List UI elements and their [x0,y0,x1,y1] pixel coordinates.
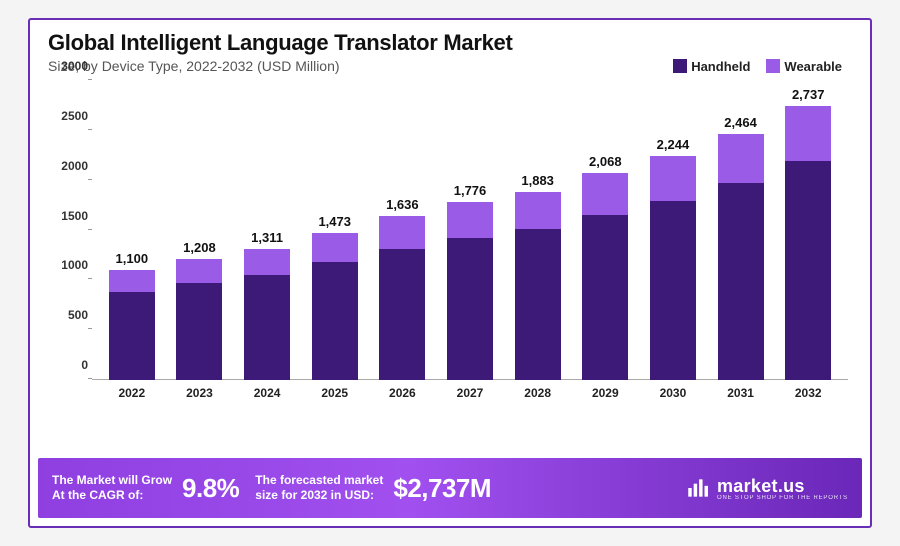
x-axis-label: 2031 [727,386,754,400]
brand-name: market.us [717,476,848,497]
y-axis-label: 1500 [48,209,88,223]
chart-subtitle: Size, by Device Type, 2022-2032 (USD Mil… [48,58,340,74]
bar-segment-wearable [447,202,493,238]
chart-header: Global Intelligent Language Translator M… [30,20,870,76]
bar-stack [650,156,696,380]
bar-segment-handheld [447,238,493,380]
bar-stack [109,270,155,380]
bar-total-label: 1,776 [454,183,487,198]
bar-column: 2,7372032 [774,80,842,380]
bar-stack [447,202,493,380]
bar-stack [785,106,831,380]
brand-logo: market.us ONE STOP SHOP FOR THE REPORTS [685,475,848,501]
bar-column: 1,7762027 [436,80,504,380]
bar-total-label: 1,208 [183,240,216,255]
bar-total-label: 1,100 [116,251,149,266]
bar-segment-wearable [582,173,628,214]
bar-column: 1,8832028 [504,80,572,380]
chart-legend: Handheld Wearable [673,59,852,74]
bar-total-label: 2,068 [589,154,622,169]
legend-swatch [766,59,780,73]
x-axis-label: 2027 [457,386,484,400]
bar-column: 1,4732025 [301,80,369,380]
brand-icon [685,475,711,501]
x-axis-label: 2022 [118,386,145,400]
bar-segment-handheld [176,283,222,380]
bar-segment-handheld [312,262,358,380]
bar-column: 2,4642031 [707,80,775,380]
bar-segment-handheld [109,292,155,380]
bar-segment-handheld [582,215,628,380]
bar-total-label: 1,311 [251,230,283,245]
x-axis-label: 2023 [186,386,213,400]
y-axis-label: 1000 [48,258,88,272]
bar-column: 1,6362026 [369,80,437,380]
cagr-value: 9.8% [182,473,239,504]
legend-item: Handheld [673,59,750,74]
y-axis-label: 0 [48,358,88,372]
bar-segment-wearable [312,233,358,263]
bar-column: 1,2082023 [166,80,234,380]
y-axis-label: 2500 [48,109,88,123]
x-axis-label: 2029 [592,386,619,400]
bar-total-label: 1,883 [521,173,554,188]
x-axis-label: 2024 [254,386,281,400]
bar-total-label: 2,737 [792,87,825,102]
bar-segment-wearable [176,259,222,283]
bar-stack [379,216,425,380]
legend-swatch [673,59,687,73]
y-axis-label: 2000 [48,159,88,173]
bar-segment-handheld [650,201,696,381]
chart-area: 050010001500200025003000 1,10020221,2082… [30,76,870,452]
bar-stack [515,192,561,380]
bar-segment-handheld [718,183,764,380]
bar-segment-handheld [515,229,561,380]
bar-segment-wearable [515,192,561,230]
bar-stack [244,249,290,380]
x-axis-label: 2025 [321,386,348,400]
legend-item: Wearable [766,59,842,74]
forecast-text: The forecasted marketsize for 2032 in US… [255,473,383,503]
forecast-value: $2,737M [393,473,491,504]
bar-segment-wearable [785,106,831,161]
bar-segment-wearable [718,134,764,183]
y-axis-label: 500 [48,308,88,322]
chart-subheader: Size, by Device Type, 2022-2032 (USD Mil… [48,58,852,74]
bar-segment-wearable [109,270,155,292]
x-axis-label: 2030 [660,386,687,400]
bar-total-label: 2,244 [657,137,690,152]
bar-total-label: 1,473 [318,214,351,229]
bar-total-label: 1,636 [386,197,419,212]
chart-card: Global Intelligent Language Translator M… [28,18,872,528]
brand-tagline: ONE STOP SHOP FOR THE REPORTS [717,495,848,501]
chart-title: Global Intelligent Language Translator M… [48,30,852,56]
bar-column: 2,2442030 [639,80,707,380]
bar-column: 2,0682029 [571,80,639,380]
chart-bars: 1,10020221,20820231,31120241,47320251,63… [92,80,848,380]
bar-column: 1,3112024 [233,80,301,380]
y-axis-label: 3000 [48,59,88,73]
bar-segment-handheld [785,161,831,380]
chart-plot: 050010001500200025003000 1,10020221,2082… [92,80,848,400]
bar-segment-wearable [650,156,696,201]
x-axis-label: 2026 [389,386,416,400]
legend-label: Wearable [784,59,842,74]
bar-segment-wearable [379,216,425,249]
bar-total-label: 2,464 [724,115,757,130]
x-axis-label: 2032 [795,386,822,400]
bar-column: 1,1002022 [98,80,166,380]
bar-stack [718,134,764,380]
cagr-text: The Market will GrowAt the CAGR of: [52,473,172,503]
bar-segment-handheld [244,275,290,380]
bar-segment-handheld [379,249,425,380]
x-axis-label: 2028 [524,386,551,400]
bar-stack [582,173,628,380]
bar-segment-wearable [244,249,290,275]
bar-stack [176,259,222,380]
legend-label: Handheld [691,59,750,74]
summary-footer: The Market will GrowAt the CAGR of: 9.8%… [38,458,862,518]
bar-stack [312,233,358,380]
